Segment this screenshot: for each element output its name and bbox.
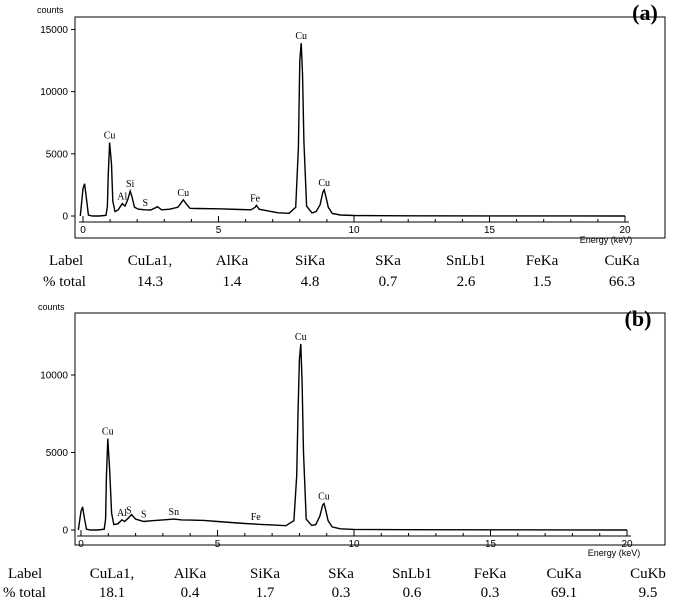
panel-b-spectrum-line (77, 343, 628, 531)
peak-label: Sn (169, 507, 180, 518)
table-column-label: SnLb1 (392, 566, 432, 582)
table-column-label: SKa (328, 566, 354, 582)
table-column-label: CuLa1, (90, 566, 135, 582)
peak-label: Cu (177, 188, 189, 199)
x-tick-label: 5 (215, 539, 221, 550)
table-cell-value: 69.1 (551, 585, 577, 601)
peak-label: Cu (295, 332, 307, 343)
panel-a-y-axis: 0 5000 10000 15000 (40, 25, 75, 223)
table-cell-value: 9.5 (639, 585, 658, 601)
panel-b-label: (b) (625, 306, 652, 331)
table-cell-value: 2.6 (457, 274, 476, 290)
table-a-header: Label (49, 253, 83, 269)
table-cell-value: 1.7 (256, 585, 275, 601)
peak-label: Si (126, 179, 135, 190)
table-column-label: FeKa (474, 566, 507, 582)
table-column-label: SnLb1 (446, 253, 486, 269)
panel-a-x-axis: 0 5 10 15 20 (79, 216, 631, 236)
panel-a-peak-labels: Cu Al Si S Cu Fe Cu Cu (104, 31, 330, 209)
x-tick-label: 0 (78, 539, 84, 550)
x-tick-label: 10 (348, 225, 360, 236)
y-tick-label: 0 (62, 212, 68, 223)
table-b-row-label: % total (3, 585, 46, 601)
table-cell-value: 0.4 (181, 585, 200, 601)
table-cell-value: 1.4 (223, 274, 242, 290)
table-a-row-label: % total (43, 274, 86, 290)
table-cell-value: 0.3 (481, 585, 500, 601)
table-column-label: FeKa (526, 253, 559, 269)
table-column-label: AlKa (174, 566, 207, 582)
x-tick-label: 10 (348, 539, 360, 550)
panel-b-xlabel: Energy (keV) (588, 548, 641, 558)
table-b-header: Label (8, 566, 42, 582)
y-tick-label: 10000 (40, 371, 68, 382)
peak-label: S (126, 506, 132, 517)
panel-a-frame (74, 16, 666, 239)
x-tick-label: 0 (80, 225, 86, 236)
table-cell-value: 0.3 (332, 585, 351, 601)
table-column-label: CuKa (547, 566, 582, 582)
panel-a-label: (a) (632, 0, 658, 25)
panel-a-xlabel: Energy (keV) (580, 235, 633, 245)
y-tick-label: 10000 (40, 87, 68, 98)
table-column-label: CuLa1, (128, 253, 173, 269)
peak-label: Cu (295, 31, 307, 42)
peak-label: Cu (318, 492, 330, 503)
table-cell-value: 66.3 (609, 274, 635, 290)
table-cell-value: 4.8 (301, 274, 320, 290)
panel-b-composition-table: Label % total CuLa1, 18.1 AlKa 0.4 SiKa 1.7 SK… (3, 566, 666, 601)
table-column-label: SKa (375, 253, 401, 269)
table-cell-value: 1.5 (533, 274, 552, 290)
y-tick-label: 0 (62, 526, 68, 537)
table-column-label: CuKa (605, 253, 640, 269)
table-column-label: SiKa (250, 566, 280, 582)
y-tick-label: 5000 (46, 448, 69, 459)
panel-a-spectrum-line (79, 43, 626, 217)
table-column-label: SiKa (295, 253, 325, 269)
table-cell-value: 14.3 (137, 274, 163, 290)
table-column-label: CuKb (630, 566, 666, 582)
table-cell-value: 0.6 (403, 585, 422, 601)
panel-a-chart: counts (a) Energy (keV) 050001000015000 … (37, 0, 666, 245)
panel-b-y-axis: 0 5000 10000 (40, 371, 75, 537)
y-tick-label: 15000 (40, 25, 68, 36)
table-column-label: AlKa (216, 253, 249, 269)
panel-b-x-axis: 0 5 10 15 20 (77, 530, 633, 550)
peak-label: Cu (102, 427, 114, 438)
panel-b-chart: counts (b) Energy (keV) 0 5000 10000 0 5 10 1… (38, 302, 666, 558)
peak-label: S (143, 198, 149, 209)
x-tick-label: 15 (485, 539, 497, 550)
panel-b-frame (74, 312, 666, 546)
x-tick-label: 20 (619, 225, 631, 236)
table-cell-value: 0.7 (379, 274, 398, 290)
y-tick-label: 5000 (46, 149, 69, 160)
table-cell-value: 18.1 (99, 585, 125, 601)
panel-b-ylabel: counts (38, 302, 65, 312)
peak-label: S (141, 509, 147, 520)
peak-label: Fe (251, 512, 262, 523)
peak-label: Cu (104, 131, 116, 142)
peak-label: Cu (318, 178, 330, 189)
x-tick-label: 15 (484, 225, 496, 236)
peak-label: Al (117, 192, 127, 203)
x-tick-label: 5 (216, 225, 222, 236)
panel-a-composition-table: Label % total CuLa1, 14.3 AlKa 1.4 SiKa 4.8 SK… (43, 253, 640, 290)
peak-label: Al (117, 508, 127, 519)
x-tick-label: 20 (621, 539, 633, 550)
panel-a-ylabel: counts (37, 5, 64, 15)
peak-label: Fe (250, 193, 261, 204)
